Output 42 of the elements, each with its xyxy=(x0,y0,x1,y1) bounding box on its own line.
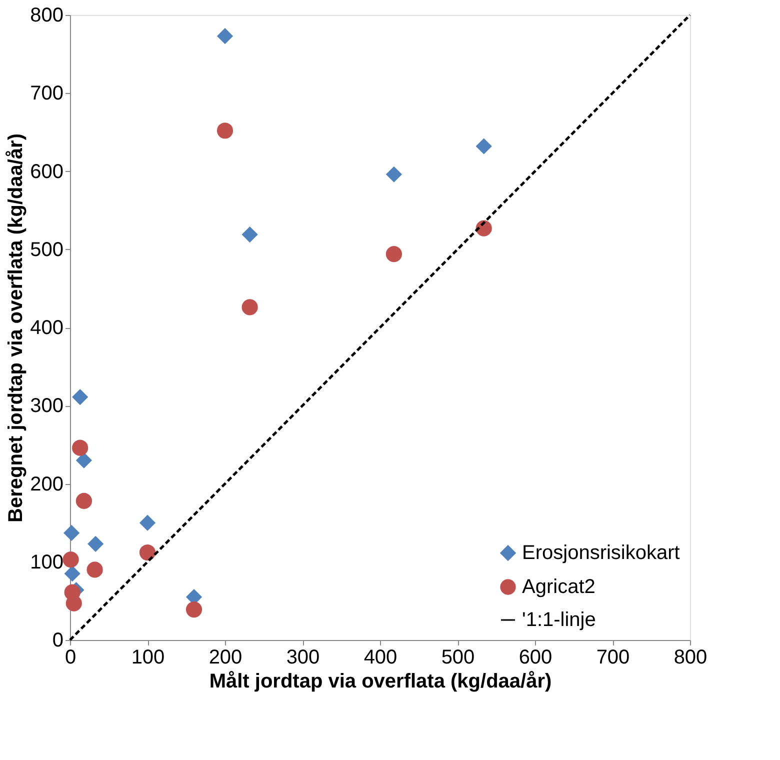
point xyxy=(186,601,202,618)
y-tick-label: 100 xyxy=(30,551,64,574)
point xyxy=(64,566,80,582)
y-tick-label: 400 xyxy=(30,317,64,339)
point xyxy=(63,524,80,542)
point xyxy=(139,514,156,531)
point xyxy=(66,595,82,612)
x-tick-label: 200 xyxy=(208,646,242,668)
y-tick-label: 500 xyxy=(30,238,64,261)
point xyxy=(72,388,88,406)
y-tick-label: 0 xyxy=(52,630,64,652)
x-axis-title: Målt jordtap via overflata (kg/daa/år) xyxy=(209,670,552,692)
y-axis-title: Beregnet jordtap via overflata (kg/daa/år) xyxy=(5,133,28,523)
x-tick-label: 100 xyxy=(131,646,165,668)
point xyxy=(76,492,92,509)
y-tick-label: 600 xyxy=(30,160,64,183)
legend-label: Agricat2 xyxy=(522,576,596,598)
x-tick-label: 500 xyxy=(441,646,475,668)
point xyxy=(386,166,402,182)
x-tick-label: 600 xyxy=(518,646,552,668)
point xyxy=(386,246,402,262)
x-tick-label: 400 xyxy=(364,646,398,668)
point xyxy=(242,299,258,316)
y-tick-label: 300 xyxy=(30,395,64,418)
legend-label: '1:1-linje xyxy=(522,609,596,631)
point xyxy=(216,28,234,44)
point xyxy=(62,551,79,568)
point xyxy=(88,536,104,552)
point xyxy=(242,226,258,243)
x-tick-label: 700 xyxy=(596,646,630,668)
point xyxy=(72,440,88,456)
legend-label: Erosjonsrisikokart xyxy=(522,542,680,564)
y-tick-label: 200 xyxy=(30,473,64,496)
point xyxy=(216,122,234,139)
y-tick-label: 800 xyxy=(30,4,64,26)
point xyxy=(476,138,492,154)
point xyxy=(76,452,92,468)
x-tick-label: 800 xyxy=(674,646,708,668)
point xyxy=(86,562,103,578)
y-tick-label: 700 xyxy=(30,82,64,105)
x-tick-label: 300 xyxy=(286,646,320,668)
point xyxy=(139,544,156,561)
